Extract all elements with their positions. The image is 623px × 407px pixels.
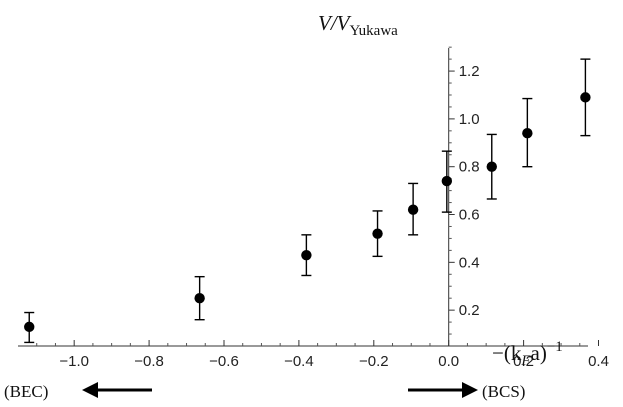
data-point [372, 228, 383, 239]
x-tick-label: 0.2 [513, 353, 534, 370]
bec-label: (BEC) [4, 382, 48, 401]
y-tick-label: 0.4 [459, 254, 480, 271]
y-tick-label: 1.0 [459, 111, 480, 128]
data-points [24, 92, 591, 333]
data-point [194, 292, 205, 304]
y-tick-label: 0.2 [459, 302, 480, 319]
data-point [580, 92, 591, 103]
x-axis-title-prefix: −(k [492, 341, 522, 365]
x-axis-title-sub: F [520, 353, 531, 369]
x-ticks: −1.0 −0.8 −0.6 −0.4 −0.2 0.0 0.2 0.4 [36, 340, 609, 370]
x-tick-label: −0.6 [209, 353, 239, 370]
y-tick-label: 1.2 [459, 63, 480, 80]
x-axis-title: −(kFa)−1 [492, 339, 563, 369]
x-tick-label: −0.2 [359, 353, 389, 370]
right-arrow [408, 382, 478, 398]
y-tick-label: 0.8 [459, 159, 480, 176]
data-point [441, 175, 453, 187]
data-point [486, 161, 497, 172]
data-point [407, 204, 419, 215]
y-tick-label: 0.6 [459, 207, 480, 224]
data-point [301, 249, 312, 261]
x-tick-label: −1.0 [59, 353, 89, 370]
y-ticks: 0.2 0.4 0.6 0.8 1.0 1.2 [448, 46, 480, 335]
x-tick-label: −0.8 [134, 353, 164, 370]
y-axis-title-sub: Yukawa [350, 23, 399, 39]
x-axis-title-suffix: a) [531, 341, 547, 365]
error-bars [24, 58, 591, 344]
data-point [522, 128, 533, 139]
x-axis-title-sup: −1 [547, 339, 563, 355]
axes [18, 48, 588, 347]
x-tick-label: 0.4 [588, 353, 609, 370]
y-axis-title: V/VYukawa [318, 11, 398, 39]
x-tick-label: −0.4 [284, 353, 314, 370]
data-point [24, 321, 35, 333]
bcs-label: (BCS) [482, 382, 525, 401]
left-arrow [82, 382, 152, 398]
x-tick-label: 0.0 [438, 353, 459, 370]
y-axis-title-main: V/V [318, 11, 352, 35]
